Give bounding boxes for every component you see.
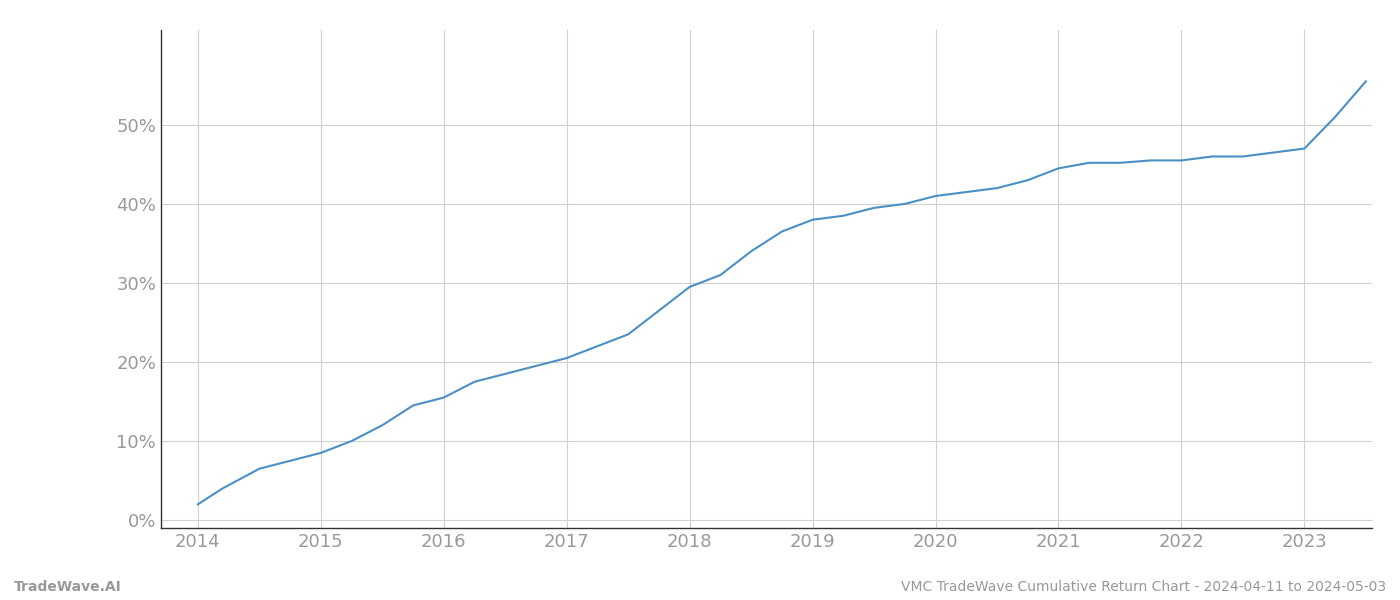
Text: TradeWave.AI: TradeWave.AI [14, 580, 122, 594]
Text: VMC TradeWave Cumulative Return Chart - 2024-04-11 to 2024-05-03: VMC TradeWave Cumulative Return Chart - … [900, 580, 1386, 594]
